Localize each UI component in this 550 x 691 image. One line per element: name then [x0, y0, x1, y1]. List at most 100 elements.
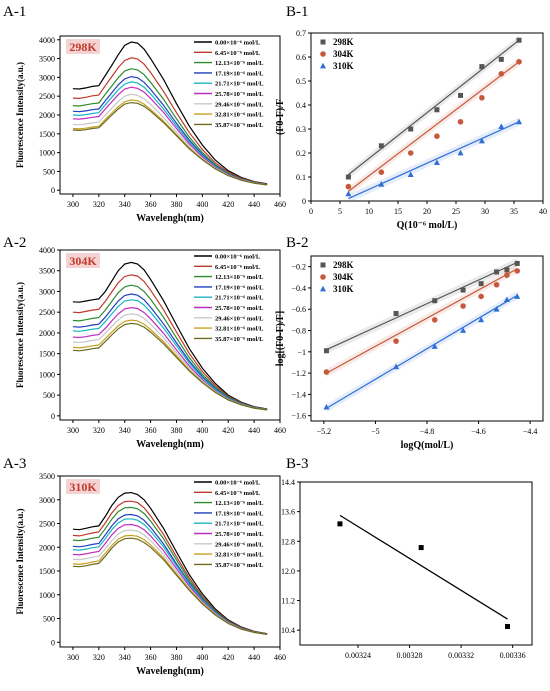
data-point [516, 37, 522, 43]
x-tick-label: 340 [119, 653, 131, 662]
data-point [494, 269, 500, 275]
legend-label: 17.19×10⁻⁶ mol/L [215, 510, 264, 517]
plot-frame [299, 481, 533, 646]
legend-label: 6.45×10⁻⁶ mol/L [215, 264, 261, 271]
legend-marker [320, 262, 326, 268]
data-point [407, 171, 414, 177]
y-tick-label: 0.1 [296, 173, 306, 182]
x-tick-label: 360 [145, 653, 157, 662]
panel-b-3: B-3 0.00324 0.00328 0.00332 0.00336 10.4 11.2 1… [281, 456, 533, 660]
temperature-badge [66, 479, 100, 494]
plot-frame [59, 249, 281, 421]
data-point [323, 369, 330, 375]
data-point [514, 293, 521, 299]
y-tick-label: 11.2 [281, 597, 295, 606]
spectrum-line-8 [72, 537, 268, 635]
x-tick-label: 380 [170, 653, 182, 662]
x-tick-label: 320 [93, 200, 105, 209]
legend-label: 35.87×10⁻⁶ mol/L [215, 562, 264, 569]
y-axis-title: Fluorescence Intensity(a.u.) [15, 62, 25, 168]
x-tick-label: 400 [196, 200, 208, 209]
y-axis-title: Fluorescence Intensity(a.u.) [15, 508, 25, 614]
x-tick-label: 30 [481, 207, 489, 216]
x-axis-title: Wavelengh(nm) [136, 666, 204, 677]
x-tick-label: 460 [274, 426, 286, 435]
legend-label: 0.00×10⁻⁶ mol/L [215, 480, 261, 487]
y-tick-label: 1500 [39, 130, 55, 139]
x-tick-label: −4.8 [420, 427, 435, 436]
legend-label: 21.71×10⁻⁶ mol/L [215, 295, 264, 302]
x-tick-label: 10 [365, 207, 373, 216]
y-tick-label: 0 [51, 412, 55, 421]
x-axis-title: Wavelengh(nm) [136, 439, 204, 450]
temperature-badge-text: 298K [69, 40, 97, 54]
y-tick-label: 2500 [39, 308, 55, 317]
legend-label: 29.46×10⁻⁶ mol/L [215, 315, 264, 322]
legend-label: 17.19×10⁻⁶ mol/L [215, 70, 264, 77]
data-point [431, 317, 438, 323]
x-tick-label: 340 [119, 426, 131, 435]
x-tick-label: 440 [248, 426, 260, 435]
data-point [393, 363, 400, 370]
data-point [514, 260, 520, 266]
legend-marker [320, 274, 326, 280]
data-point [345, 190, 352, 197]
y-tick-label: −0.8 [291, 327, 306, 336]
spectrum-line-0 [72, 491, 268, 635]
y-tick-label: 500 [43, 391, 55, 400]
x-tick-label: 440 [248, 653, 260, 662]
legend-label: 21.71×10⁻⁶ mol/L [215, 521, 264, 528]
panel-label: B-3 [286, 456, 309, 472]
y-tick-label: 1000 [39, 591, 55, 600]
spectrum-line-2 [72, 68, 268, 185]
y-tick-label: 0.7 [296, 29, 306, 38]
panel-b-2: B-2 −5.2 −5 −4.8 −4.6 −4.4 −1.6 −1.4 −1.2 −1 −0.8 −… [275, 235, 544, 451]
fit-line [339, 514, 508, 620]
y-tick-label: 0.3 [296, 125, 306, 134]
data-point [378, 169, 385, 175]
data-point [504, 272, 510, 278]
y-tick-label: −1.2 [291, 369, 306, 378]
x-axis-title: Wavelengh(nm) [136, 213, 204, 224]
data-point [505, 623, 511, 629]
legend-label: 310K [333, 284, 354, 294]
legend-marker [320, 285, 326, 292]
y-tick-label: 2000 [39, 543, 55, 552]
fit-line [326, 261, 518, 351]
fit-line [348, 121, 520, 200]
x-axis-title: Q(10⁻⁶ mol/L) [397, 220, 458, 231]
spectrum-line-1 [72, 57, 268, 185]
y-tick-label: −0.6 [291, 305, 306, 314]
panel-b-1: B-1 0 5 10 15 20 25 30 35 40 0 0.1 0.2 0.3 0.4 0.5 0.6 0.… [275, 4, 547, 231]
legend-label: 17.19×10⁻⁶ mol/L [215, 284, 264, 291]
data-point [516, 118, 523, 125]
spectrum-line-0 [72, 261, 268, 410]
y-tick-label: 0 [302, 197, 306, 206]
data-point [323, 348, 329, 354]
x-tick-label: 420 [222, 653, 234, 662]
legend-label: 29.46×10⁻⁶ mol/L [215, 541, 264, 548]
y-tick-label: 3500 [39, 55, 55, 64]
spectrum-line-1 [72, 274, 268, 410]
y-tick-label: −0.4 [291, 284, 306, 293]
legend-label: 12.13×10⁻⁶ mol/L [215, 500, 264, 507]
x-tick-label: 0.00324 [345, 651, 371, 660]
x-tick-label: 25 [452, 207, 460, 216]
x-tick-label: 340 [119, 200, 131, 209]
x-tick-label: 360 [145, 426, 157, 435]
panel-label: A-3 [3, 456, 26, 472]
data-point [498, 71, 505, 77]
x-tick-label: 320 [93, 653, 105, 662]
legend-label: 304K [333, 272, 354, 282]
y-tick-label: 3000 [39, 73, 55, 82]
x-tick-label: −4.6 [471, 427, 486, 436]
data-point [408, 126, 414, 132]
data-point [504, 267, 510, 273]
y-tick-label: 0 [51, 638, 55, 647]
legend-label: 6.45×10⁻⁶ mol/L [215, 490, 261, 497]
y-tick-label: −1.6 [291, 412, 306, 421]
temperature-badge-text: 310K [69, 480, 97, 494]
y-tick-label: 0.6 [296, 53, 306, 62]
data-point [378, 181, 385, 187]
legend-label: 310K [333, 61, 354, 71]
